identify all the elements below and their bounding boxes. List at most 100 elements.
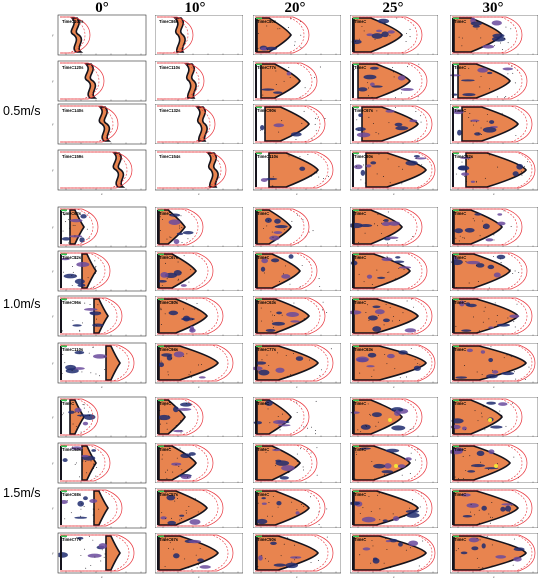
ember-speck [268, 106, 270, 108]
ember-speck [372, 545, 374, 547]
ember-speck [277, 416, 279, 417]
panel-plot: Time= [155, 397, 243, 437]
panel-plot: Time=94s x [155, 343, 243, 389]
ember-speck [74, 411, 76, 413]
ember-speck [81, 322, 83, 324]
intensity-patch [484, 467, 499, 470]
intensity-patch [481, 505, 487, 511]
time-label: Time= [454, 108, 467, 113]
intensity-patch [367, 352, 377, 358]
intensity-patch [173, 351, 185, 358]
sensor-marker [158, 209, 164, 212]
intensity-patch [269, 235, 280, 241]
intensity-patch [91, 449, 97, 452]
intensity-patch [500, 506, 506, 512]
burning-region [256, 399, 292, 435]
ember-speck [406, 376, 407, 378]
ember-speck [264, 132, 265, 134]
ember-speck [94, 323, 96, 325]
intensity-patch [485, 238, 494, 242]
ember-speck [95, 373, 97, 375]
ember-speck [160, 307, 162, 309]
ember-speck [189, 269, 191, 271]
intensity-patch [198, 376, 206, 379]
ember-speck [95, 298, 97, 300]
intensity-patch [176, 232, 184, 236]
ember-speck [371, 283, 373, 285]
ember-speck [315, 400, 317, 402]
ember-speck [368, 87, 369, 89]
ember-speck [166, 422, 168, 424]
ember-speck [190, 376, 192, 378]
panel-plot: Time=96s y [52, 295, 147, 337]
ignition-line [452, 18, 454, 52]
envelope-inner-line [157, 252, 209, 290]
sensor-marker [158, 490, 164, 493]
ember-speck [88, 237, 90, 239]
envelope-outer-line [157, 252, 214, 290]
ignition-line [60, 254, 62, 288]
ember-speck [72, 423, 74, 425]
panel-g0-r0-c0: Time=100s y [52, 14, 147, 56]
panel-plot: Time=50s x [253, 533, 341, 579]
ember-speck [95, 272, 97, 274]
ember-speck [283, 273, 284, 275]
sensor-marker [453, 399, 459, 402]
panel-g2-r2-c3: Time= [350, 488, 438, 528]
ember-speck [405, 32, 407, 34]
envelope-inner-line [60, 151, 128, 189]
ember-speck [463, 478, 465, 479]
sensor-marker [453, 298, 459, 301]
envelope-inner-line [60, 398, 94, 436]
intensity-patch [277, 424, 291, 427]
ember-speck [472, 218, 474, 220]
envelope-outer-line [352, 208, 423, 246]
envelope-outer-line [60, 444, 111, 482]
ember-speck [311, 175, 313, 177]
ignition-line [60, 346, 62, 380]
ember-speck [402, 168, 404, 170]
intensity-patch [261, 88, 275, 91]
ember-speck [315, 130, 317, 132]
ember-speck [468, 158, 470, 160]
intensity-patch [372, 326, 382, 332]
intensity-patch [258, 369, 270, 376]
ember-speck [389, 182, 391, 184]
ember-speck [382, 220, 384, 222]
envelope-outer-line [60, 297, 123, 335]
panel-g0-r2-c1: Time=132s [155, 104, 243, 144]
envelope-outer-line [157, 16, 194, 54]
envelope-outer-line [452, 208, 523, 246]
time-label: Time=96s [62, 300, 82, 305]
ignition-line [352, 210, 354, 244]
ember-speck [86, 228, 88, 230]
ember-speck [356, 166, 358, 168]
ember-speck [416, 448, 418, 450]
ember-speck [178, 225, 180, 227]
ember-speck [376, 110, 378, 112]
ember-speck [324, 118, 326, 119]
ember-speck [377, 314, 379, 316]
ember-speck [291, 220, 293, 222]
ember-speck [79, 329, 81, 331]
ember-speck [319, 66, 321, 68]
ember-speck [180, 430, 182, 432]
ember-speck [265, 256, 266, 258]
sensor-marker [61, 445, 67, 448]
intensity-patch [404, 328, 417, 333]
intensity-patch [471, 546, 479, 551]
column-header-1: 10° [184, 0, 206, 16]
ember-speck [287, 537, 289, 539]
ember-speck [491, 369, 493, 371]
hot-spot [488, 418, 492, 422]
envelope-outer-line [157, 297, 224, 335]
ignition-line [255, 299, 257, 333]
intensity-patch [79, 237, 85, 243]
ember-speck [521, 520, 523, 522]
ember-speck [355, 453, 357, 455]
intensity-patch [374, 309, 385, 315]
intensity-patch [488, 357, 494, 363]
intensity-patch [498, 402, 508, 406]
panel-g1-r0-c0: Time=62s y [52, 206, 147, 248]
ember-speck [388, 271, 390, 273]
